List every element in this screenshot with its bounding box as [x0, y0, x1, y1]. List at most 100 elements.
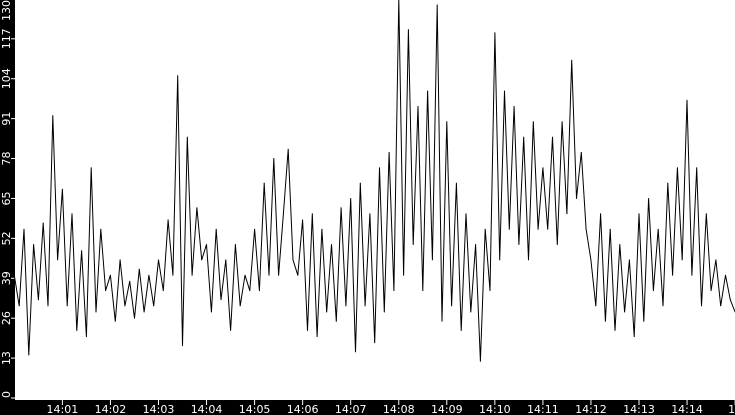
- data-point: [518, 244, 520, 245]
- data-point: [422, 290, 424, 292]
- data-point: [177, 75, 179, 77]
- data-point: [633, 336, 635, 338]
- data-point: [37, 299, 39, 301]
- y-tick-label: 104: [0, 68, 13, 89]
- data-point: [532, 121, 534, 123]
- data-point: [254, 228, 256, 230]
- data-point: [124, 305, 126, 307]
- data-point: [167, 219, 169, 221]
- data-point: [657, 228, 659, 230]
- x-tick-label: 14:09: [431, 403, 463, 415]
- data-point: [701, 305, 702, 307]
- data-point: [590, 259, 592, 261]
- data-point: [95, 311, 97, 313]
- data-point: [162, 290, 164, 292]
- data-point: [667, 182, 669, 184]
- data-point: [148, 274, 150, 276]
- data-point: [696, 167, 698, 169]
- x-tick-label: 14:13: [623, 403, 655, 415]
- data-point: [249, 290, 251, 292]
- data-point: [42, 222, 44, 224]
- x-tick-label: 14:10: [479, 403, 511, 415]
- data-point: [600, 213, 602, 215]
- data-point: [215, 228, 217, 230]
- y-tick-label: 65: [0, 191, 13, 205]
- data-point: [542, 167, 544, 169]
- data-point: [105, 290, 107, 292]
- data-point: [705, 213, 707, 215]
- data-point: [292, 259, 294, 261]
- data-point: [61, 188, 63, 190]
- data-point: [407, 29, 409, 31]
- data-point: [109, 274, 111, 276]
- data-point: [273, 158, 275, 159]
- data-point: [508, 228, 510, 230]
- data-point: [494, 32, 496, 34]
- data-point: [119, 259, 121, 261]
- data-point: [556, 244, 558, 245]
- x-tick-label: 14:03: [143, 403, 175, 415]
- data-point: [475, 244, 477, 245]
- data-point: [479, 360, 481, 362]
- data-point: [129, 280, 131, 282]
- data-point: [220, 299, 222, 301]
- data-point: [710, 290, 712, 292]
- data-point: [364, 305, 366, 307]
- y-tick-label: 117: [0, 28, 13, 49]
- data-point: [465, 213, 467, 215]
- data-point: [379, 167, 380, 169]
- data-point: [268, 274, 270, 276]
- y-tick-label: 78: [0, 152, 13, 166]
- data-point: [196, 207, 198, 209]
- data-point: [23, 228, 25, 230]
- data-point: [66, 305, 68, 307]
- data-point: [455, 182, 457, 184]
- data-point: [28, 354, 30, 356]
- data-point: [720, 305, 722, 307]
- data-point: [388, 151, 390, 153]
- data-point: [230, 330, 232, 331]
- data-point: [138, 268, 140, 270]
- y-tick-label: 26: [0, 311, 13, 325]
- data-point: [316, 336, 318, 338]
- x-tick-label: 14:01: [47, 403, 79, 415]
- y-tick-label: 0: [0, 391, 13, 398]
- data-point: [287, 148, 289, 150]
- data-point: [643, 320, 645, 322]
- data-point: [210, 311, 212, 313]
- data-point: [263, 182, 265, 184]
- data-point: [33, 244, 35, 245]
- data-point: [143, 311, 145, 313]
- data-point: [552, 136, 553, 138]
- data-point: [326, 311, 328, 313]
- x-tick-label: 14:11: [527, 403, 559, 415]
- data-point: [460, 330, 462, 331]
- data-point: [725, 274, 726, 276]
- data-point: [624, 311, 626, 313]
- x-tick-label: 14:12: [575, 403, 607, 415]
- data-point: [585, 228, 587, 230]
- data-point: [307, 330, 308, 331]
- data-point: [359, 182, 361, 184]
- y-tick-label: 91: [0, 112, 13, 126]
- data-point: [427, 90, 429, 92]
- data-point: [672, 274, 674, 276]
- data-point: [628, 259, 630, 261]
- data-point: [513, 105, 515, 107]
- data-point: [302, 219, 304, 221]
- data-point: [537, 228, 539, 230]
- data-point: [90, 167, 92, 169]
- data-point: [528, 259, 529, 261]
- data-point: [52, 115, 54, 117]
- data-point: [595, 305, 597, 307]
- data-point: [47, 305, 49, 307]
- x-tick-label: 14:05: [239, 403, 271, 415]
- data-point: [604, 320, 606, 322]
- data-point: [451, 305, 453, 307]
- data-point: [393, 290, 395, 292]
- x-tick-label: 14:08: [383, 403, 415, 415]
- data-point: [76, 330, 78, 331]
- data-point: [619, 244, 621, 245]
- data-point: [134, 317, 135, 319]
